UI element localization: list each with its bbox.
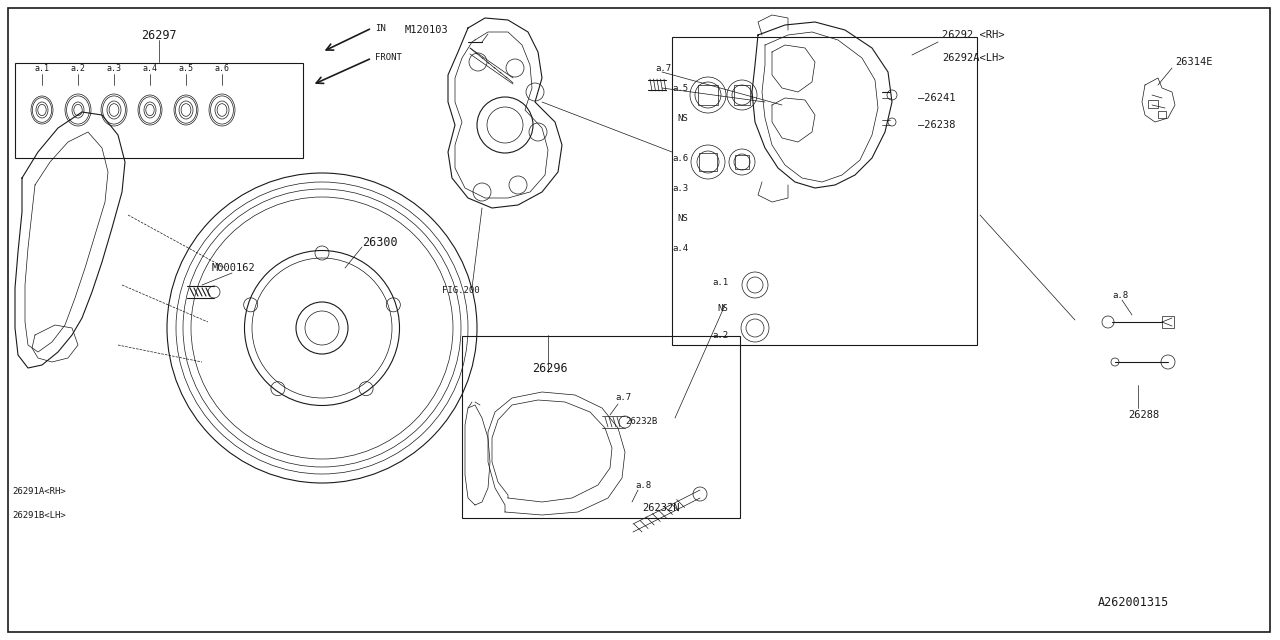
Text: M120103: M120103	[404, 25, 449, 35]
Text: FRONT: FRONT	[375, 54, 402, 63]
Text: a.4: a.4	[672, 243, 689, 253]
Text: a.8: a.8	[1112, 291, 1128, 300]
Text: 26300: 26300	[362, 236, 398, 248]
Text: a.3: a.3	[106, 63, 122, 72]
Bar	[1162, 316, 1174, 328]
Text: a.4: a.4	[142, 63, 157, 72]
Text: IN: IN	[375, 24, 385, 33]
Text: —26241: —26241	[918, 93, 955, 103]
Text: NS: NS	[677, 113, 689, 122]
Text: 26292A<LH>: 26292A<LH>	[942, 53, 1005, 63]
Text: FIG.200: FIG.200	[442, 285, 480, 294]
Text: a.2: a.2	[712, 330, 728, 339]
Text: NS: NS	[677, 214, 689, 223]
Text: a.2: a.2	[70, 63, 86, 72]
Text: 26288: 26288	[1128, 410, 1160, 420]
Text: a.7: a.7	[614, 394, 631, 403]
Text: 26297: 26297	[141, 29, 177, 42]
Text: a.1: a.1	[35, 63, 50, 72]
Text: —26238: —26238	[918, 120, 955, 130]
Text: A262001315: A262001315	[1098, 595, 1169, 609]
Bar	[698, 85, 718, 105]
Text: a.5: a.5	[178, 63, 193, 72]
Text: 26291B<LH>: 26291B<LH>	[12, 511, 65, 520]
Text: a.6: a.6	[672, 154, 689, 163]
Bar	[733, 85, 750, 105]
Text: a.1: a.1	[712, 278, 728, 287]
Text: a.5: a.5	[672, 83, 689, 93]
Text: 26232B: 26232B	[625, 417, 657, 426]
Bar	[735, 155, 749, 169]
Text: a.7: a.7	[655, 63, 671, 72]
Text: M000162: M000162	[212, 263, 256, 273]
Text: 26232N: 26232N	[643, 503, 680, 513]
Bar	[1158, 111, 1166, 118]
Bar	[672, 37, 977, 345]
Text: 26314E: 26314E	[1175, 57, 1212, 67]
Text: 26292 <RH>: 26292 <RH>	[942, 30, 1005, 40]
Bar	[1148, 100, 1158, 108]
Text: a.3: a.3	[672, 184, 689, 193]
Text: a.6: a.6	[215, 63, 229, 72]
Text: NS: NS	[717, 303, 728, 312]
Bar	[15, 63, 303, 158]
Text: 26291A<RH>: 26291A<RH>	[12, 488, 65, 497]
Text: 26296: 26296	[532, 362, 567, 374]
Bar	[462, 336, 740, 518]
Text: a.8: a.8	[635, 481, 652, 490]
Bar	[699, 153, 717, 171]
